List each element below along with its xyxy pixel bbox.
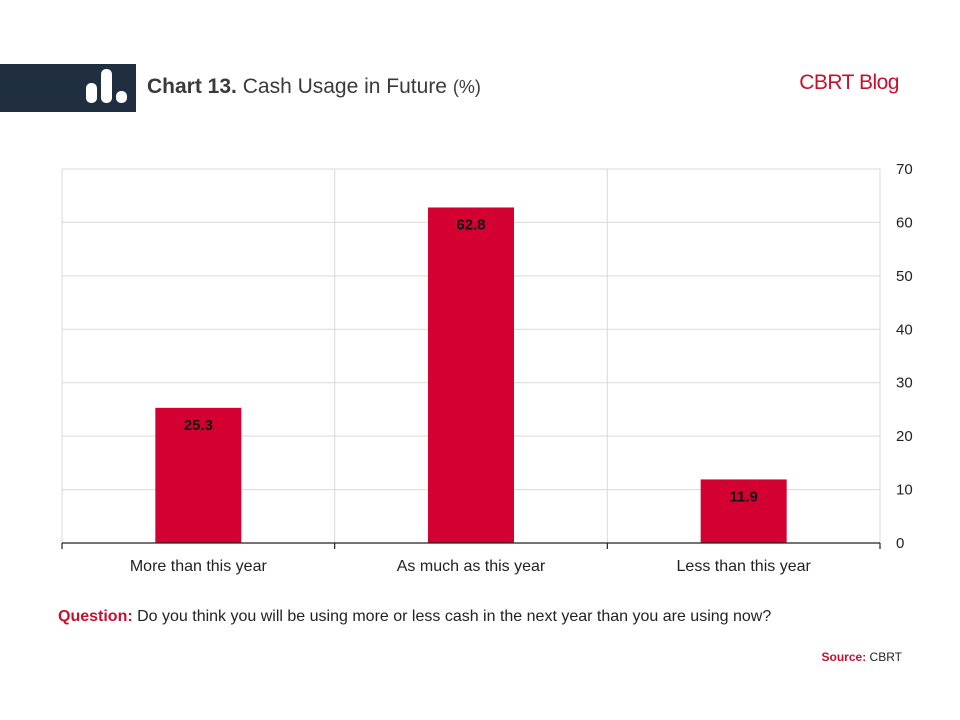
header-band bbox=[0, 64, 136, 112]
bar bbox=[155, 407, 242, 543]
y-tick-label: 0 bbox=[896, 535, 904, 552]
bar-chart-icon bbox=[86, 69, 127, 103]
y-tick-label: 60 bbox=[896, 214, 913, 231]
data-label: 62.8 bbox=[456, 216, 485, 233]
y-tick-label: 30 bbox=[896, 375, 913, 392]
y-tick-label: 70 bbox=[896, 161, 913, 178]
bar-chart: 0 10 20 30 40 50 60 70 25.3 More than this year 62… bbox=[61, 161, 913, 575]
brand-name: CBRT Blog bbox=[799, 71, 899, 94]
chart-title-unit: (%) bbox=[452, 77, 481, 97]
question-text: Do you think you will be using more or l… bbox=[132, 608, 772, 625]
chart-title-number: Chart 13. bbox=[147, 75, 237, 98]
bar bbox=[428, 207, 514, 543]
question-label: Question: bbox=[58, 608, 133, 625]
y-tick-label: 40 bbox=[896, 321, 913, 338]
source-note: Source: CBRT bbox=[822, 650, 902, 664]
y-tick-label: 10 bbox=[896, 482, 913, 499]
x-tick-label: More than this year bbox=[130, 558, 268, 575]
chart-title: Chart 13. Cash Usage in Future (%) bbox=[147, 75, 481, 99]
y-tick-label: 20 bbox=[896, 428, 913, 445]
source-text: CBRT bbox=[866, 650, 902, 664]
data-label: 11.9 bbox=[729, 488, 757, 505]
bar bbox=[700, 479, 787, 543]
x-tick-label: As much as this year bbox=[397, 558, 546, 575]
data-label: 25.3 bbox=[184, 417, 213, 434]
chart-title-text: Cash Usage in Future bbox=[242, 75, 447, 98]
source-label: Source: bbox=[821, 650, 867, 664]
question-note: Question: Do you think you will be using… bbox=[58, 608, 771, 626]
x-tick-label: Less than this year bbox=[677, 558, 812, 575]
y-tick-label: 50 bbox=[896, 268, 913, 285]
